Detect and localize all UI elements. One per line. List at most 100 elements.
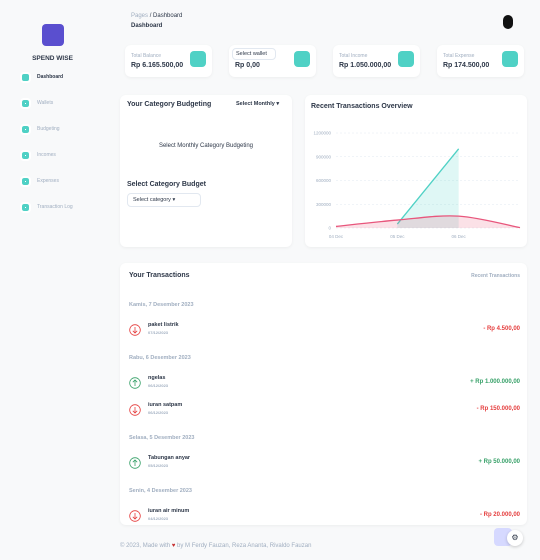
settings-button[interactable]: ⚙ <box>507 530 523 546</box>
tx-text: ngelas 06/12/2023 <box>148 375 168 388</box>
arrow <box>129 376 141 389</box>
transaction: Tabungan anyar 05/12/2023 + Rp 50.000,00 <box>129 448 520 475</box>
tx-title: Your Transactions <box>129 272 190 279</box>
series-line <box>335 215 521 229</box>
arrow <box>129 323 141 336</box>
nav-item[interactable]: Transaction Log <box>20 200 73 214</box>
card-icon <box>502 51 518 67</box>
group-date: Kamis, 7 Desember 2023 <box>129 302 194 308</box>
page-title: Dashboard <box>131 23 163 29</box>
nav-icon <box>20 149 31 161</box>
breadcrumb: Pages / Dashboard <box>131 13 182 19</box>
nav-icon <box>20 71 31 83</box>
tx-text: iuran air minum 04/12/2023 <box>148 508 189 521</box>
nav-icon <box>20 201 31 213</box>
tx-amount: - Rp 20.000,00 <box>479 511 520 518</box>
transaction: iuran satpam 06/12/2023 - Rp 150.000,00 <box>129 395 520 422</box>
arrow-icon <box>129 403 141 416</box>
tx-link[interactable]: Recent Transactions <box>471 273 520 279</box>
stat-card: Total Balance Rp 6.165.500,00 <box>125 45 212 77</box>
tx-name: paket listrik <box>148 322 179 328</box>
chart-panel: Recent Transactions Overview 0 300000 6000… <box>305 95 527 247</box>
arrow-icon <box>129 456 141 469</box>
transaction: paket listrik 07/12/2023 - Rp 4.500,00 <box>129 315 520 342</box>
section-title: Select Category Budget <box>127 181 206 188</box>
wallet-select[interactable]: Select wallet <box>232 48 276 60</box>
nav-icon <box>20 97 31 109</box>
transactions-panel: Your Transactions Recent Transactions Ka… <box>120 263 527 525</box>
logo <box>42 24 64 46</box>
month-select[interactable]: Select Monthly ▾ <box>236 101 280 107</box>
category-select[interactable]: Select category ▾ <box>127 193 201 207</box>
card-label: Total Balance <box>131 53 162 59</box>
y-tick-label: 600000 <box>316 178 332 183</box>
tx-amount: - Rp 4.500,00 <box>483 325 520 332</box>
nav-item[interactable]: Dashboard <box>20 70 63 84</box>
stat-card: Total Income Rp 1.050.000,00 <box>333 45 420 77</box>
y-tick-label: 900000 <box>316 154 332 159</box>
tx-date: 05/12/2023 <box>148 463 169 468</box>
nav-icon <box>20 175 31 187</box>
stat-card: Select wallet Rp 0,00 <box>229 45 316 77</box>
y-tick-label: 1200000 <box>313 131 331 136</box>
nav-item[interactable]: Wallets <box>20 96 53 110</box>
tx-name: iuran air minum <box>148 508 190 514</box>
group-date: Rabu, 6 Desember 2023 <box>129 355 191 361</box>
tx-header: Your Transactions Recent Transactions <box>127 263 520 289</box>
x-tick-label: 04 Dec <box>329 234 344 239</box>
panel-title: Your Category Budgeting <box>127 101 212 108</box>
x-tick-label: 05 Dec <box>390 234 405 239</box>
tx-name: iuran satpam <box>148 402 183 408</box>
avatar[interactable] <box>503 15 513 29</box>
nav-label: Transaction Log <box>37 204 73 210</box>
card-icon <box>294 51 310 67</box>
nav-label: Expenses <box>37 178 59 184</box>
card-label: Total Expense <box>443 53 475 59</box>
tx-list: Kamis, 7 Desember 2023 paket listrik 07/12… <box>127 295 520 528</box>
tx-date: 06/12/2023 <box>148 410 169 415</box>
group-date: Senin, 4 Desember 2023 <box>129 488 192 494</box>
crumb: Pages <box>131 13 149 19</box>
arrow-icon <box>129 323 141 336</box>
card-label: Total Income <box>339 53 368 59</box>
brand: SPEND WISE <box>32 55 73 62</box>
nav-label: Budgeting <box>37 126 60 132</box>
transaction: ngelas 06/12/2023 + Rp 1.000.000,00 <box>129 368 520 395</box>
nav-label: Wallets <box>37 100 54 106</box>
x-tick-label: 06 Dec <box>452 234 467 239</box>
nav-item[interactable]: Expenses <box>20 174 59 188</box>
nav-item[interactable]: Incomes <box>20 148 56 162</box>
transaction: iuran air minum 04/12/2023 - Rp 20.000,00 <box>129 501 520 528</box>
nav-label: Incomes <box>37 152 56 158</box>
nav-icon <box>20 123 31 135</box>
tx-name: Tabungan anyar <box>148 455 191 461</box>
stat-card: Total Expense Rp 174.500,00 <box>437 45 524 77</box>
select-text: Select Monthly <box>236 101 275 107</box>
footer-text: by M Ferdy Fauzan, Reza Ananta, Rivaldo … <box>177 543 312 549</box>
tx-amount: + Rp 50.000,00 <box>478 458 520 465</box>
arrow <box>129 456 141 469</box>
y-tick-label: 0 <box>328 226 331 231</box>
crumb: Dashboard <box>153 13 183 19</box>
card-value: Rp 174.500,00 <box>443 62 490 69</box>
tx-text: Tabungan anyar 05/12/2023 <box>148 455 190 468</box>
tx-amount: - Rp 150.000,00 <box>476 405 520 412</box>
y-tick-label: 300000 <box>316 202 332 207</box>
card-icon <box>190 51 206 67</box>
footer: © 2023, Made with ♥ by M Ferdy Fauzan, R… <box>120 543 311 549</box>
tx-date: 06/12/2023 <box>148 383 169 388</box>
heart: ♥ <box>171 543 176 549</box>
area <box>336 215 520 228</box>
budget-panel: Your Category Budgeting Select Monthly ▾… <box>120 95 292 247</box>
select-text: Select category <box>133 197 171 203</box>
arrow <box>129 509 141 522</box>
nav-item[interactable]: Budgeting <box>20 122 60 136</box>
arrow-icon <box>129 376 141 389</box>
card-value: Rp 6.165.500,00 <box>131 62 184 69</box>
tx-name: ngelas <box>148 375 166 381</box>
card-value: Rp 1.050.000,00 <box>339 62 392 69</box>
tx-text: paket listrik 07/12/2023 <box>148 322 179 335</box>
chart: 0 300000 600000 900000 1200000 04 Dec 05 Dec 06… <box>313 131 521 239</box>
arrow <box>129 403 141 416</box>
